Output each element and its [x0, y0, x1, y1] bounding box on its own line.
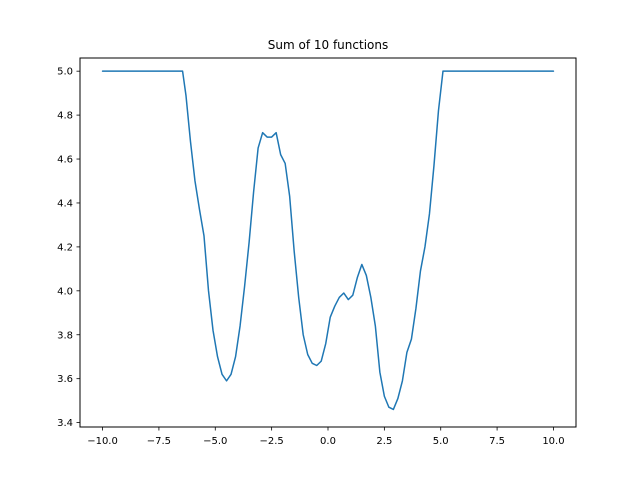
- x-tick-label: 5.0: [433, 436, 449, 447]
- x-tick-label: 0.0: [320, 436, 336, 447]
- chart-title: Sum of 10 functions: [268, 38, 388, 52]
- x-tick-label: −2.5: [259, 436, 283, 447]
- x-tick-label: 10.0: [542, 436, 564, 447]
- series-layer: [101, 70, 555, 411]
- y-tick-label: 4.8: [57, 111, 73, 122]
- y-tick-label: 3.8: [57, 330, 73, 341]
- x-tick-label: −5.0: [203, 436, 227, 447]
- y-tick-label: 3.4: [57, 418, 73, 429]
- y-tick-label: 5.0: [57, 67, 73, 78]
- y-tick-label: 4.2: [57, 242, 73, 253]
- x-tick-label: 7.5: [489, 436, 505, 447]
- series-line: [101, 70, 555, 411]
- x-tick-label: 2.5: [376, 436, 392, 447]
- x-tick-label: −10.0: [87, 436, 118, 447]
- y-tick-label: 3.6: [57, 374, 73, 385]
- x-tick-label: −7.5: [147, 436, 171, 447]
- y-tick-label: 4.6: [57, 155, 73, 166]
- plot-frame: [79, 57, 577, 428]
- y-tick-label: 4.0: [57, 286, 73, 297]
- y-tick-label: 4.4: [57, 198, 73, 209]
- x-axis: −10.0 −7.5 −5.0 −2.5 0.0 2.5 5.0 7.5 10.0: [87, 427, 565, 447]
- y-axis: 3.4 3.6 3.8 4.0 4.2 4.4 4.6 4.8 5.0: [57, 67, 80, 429]
